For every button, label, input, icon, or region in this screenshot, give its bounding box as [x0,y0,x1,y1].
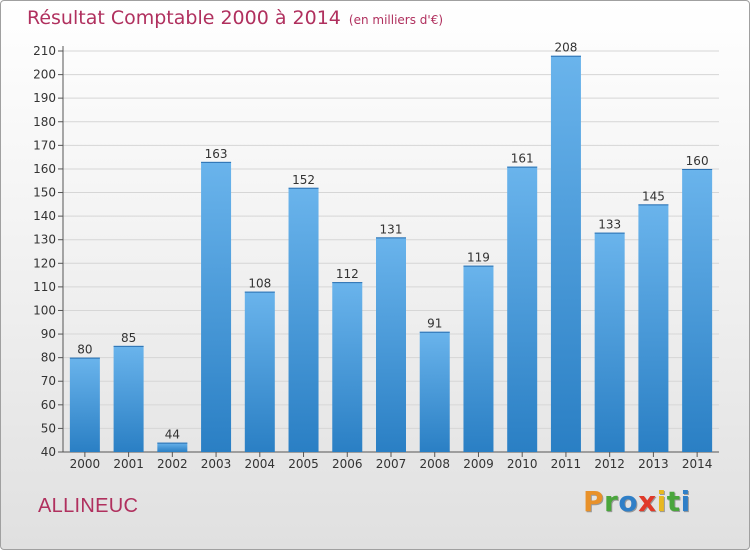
y-tick-label: 100 [33,303,56,317]
y-tick-label: 120 [33,256,56,270]
bar [69,357,100,452]
bar [157,442,188,452]
bar-value-label: 85 [121,331,136,345]
logo-letter: x [638,485,657,518]
bar [332,282,363,452]
chart-title-text: Résultat Comptable 2000 à 2014 [27,7,341,29]
x-tick-label: 2014 [682,457,713,471]
y-tick-label: 170 [33,138,56,152]
bar [463,265,494,452]
bar-value-label: 133 [598,218,621,232]
y-tick-label: 190 [33,91,56,105]
y-tick-label: 110 [33,280,56,294]
x-tick-label: 2007 [376,457,407,471]
bar-value-label: 208 [554,41,577,55]
x-tick-label: 2012 [594,457,625,471]
data-labels: 80 85 44 163 108 152 112 131 91 119 161 208 133 145 16… [77,41,708,442]
x-tick-label: 2005 [288,457,319,471]
logo-letter: r [604,485,619,518]
y-tick-label: 60 [41,398,56,412]
logo-letter: i [656,485,667,518]
x-tick-label: 2003 [201,457,232,471]
y-tick-label: 40 [41,445,56,459]
y-tick-label: 180 [33,115,56,129]
x-tick-label: 2009 [463,457,494,471]
bar [288,187,319,452]
bar-value-label: 145 [642,189,665,203]
bar [201,161,232,453]
bar [550,55,581,452]
y-tick-label: 210 [33,44,56,58]
y-tick-label: 140 [33,209,56,223]
bar-value-label: 160 [686,154,709,168]
bar [682,168,713,453]
y-tick-label: 80 [41,351,56,365]
y-tick-label: 160 [33,162,56,176]
bar [419,331,450,452]
y-tick-label: 50 [41,421,56,435]
y-tick-label: 70 [41,374,56,388]
x-tick-label: 2001 [113,457,144,471]
logo-letter: t [666,485,681,518]
x-tick-label: 2010 [507,457,538,471]
bar [244,291,275,452]
bar-value-label: 80 [77,343,92,357]
bar [638,204,669,452]
bars [69,55,713,453]
y-tick-label: 150 [33,186,56,200]
bar-value-label: 112 [336,267,359,281]
bar [376,237,406,452]
logo-letter: i [680,485,691,518]
bar-value-label: 91 [427,317,442,331]
bar [507,166,538,453]
bar [113,345,144,452]
bar-value-label: 131 [380,222,403,236]
x-tick-label: 2011 [551,457,582,471]
chart-title: Résultat Comptable 2000 à 2014 (en millie… [27,7,443,29]
logo-letter: P [583,485,605,518]
proxiti-logo[interactable]: Proxiti [583,485,691,518]
chart-unit-note: (en milliers d'€) [348,13,444,27]
bar-value-label: 44 [165,428,180,442]
x-tick-label: 2002 [157,457,188,471]
x-tick-label: 2000 [70,457,101,471]
bar [594,232,625,452]
y-tick-label: 200 [33,68,56,82]
commune-name: ALLINEUC [38,495,139,517]
bar-value-label: 163 [205,147,228,161]
y-tick-label: 90 [41,327,56,341]
bar-value-label: 152 [292,173,315,187]
bar-value-label: 119 [467,251,490,265]
x-tick-label: 2006 [332,457,363,471]
x-tick-label: 2013 [638,457,669,471]
y-tick-label: 130 [33,233,56,247]
x-tick-label: 2004 [245,457,276,471]
bar-value-label: 108 [248,277,271,291]
logo-letter: o [618,485,639,518]
x-tick-label: 2008 [419,457,450,471]
bar-value-label: 161 [511,152,534,166]
